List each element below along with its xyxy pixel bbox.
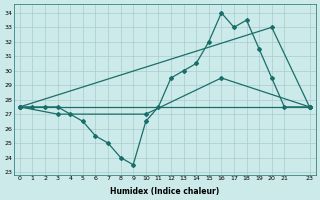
X-axis label: Humidex (Indice chaleur): Humidex (Indice chaleur) <box>110 187 219 196</box>
